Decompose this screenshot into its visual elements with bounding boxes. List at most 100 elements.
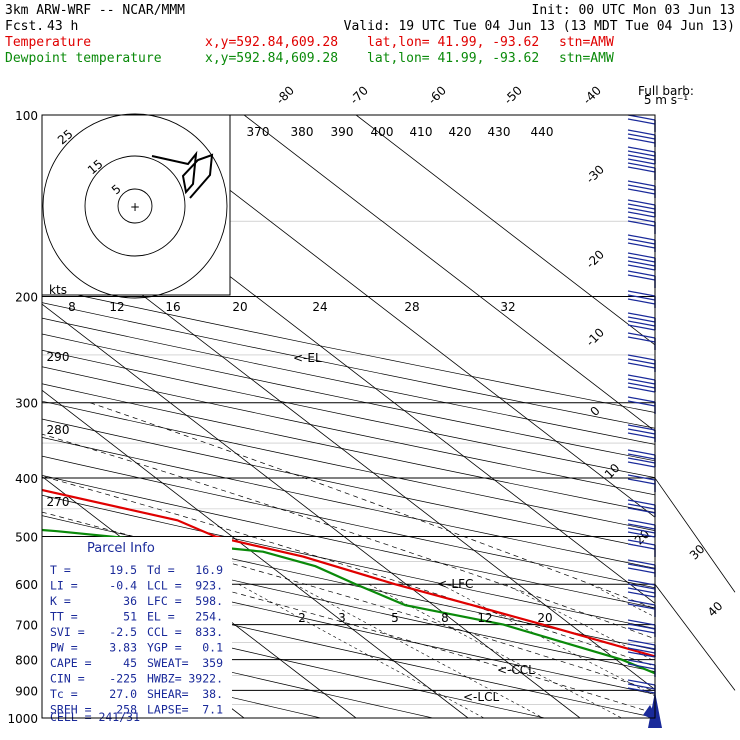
parcel-row-value: 3922. <box>188 672 223 686</box>
temperature-tick-label: -60 <box>425 83 449 107</box>
wind-barb-feather <box>627 474 656 481</box>
wind-barb-feather <box>627 687 656 694</box>
wind-barb-feather <box>627 623 656 630</box>
wind-barb <box>627 579 656 598</box>
wind-barb-feather <box>627 523 656 530</box>
hodograph-trace <box>151 150 214 199</box>
wind-barb <box>627 146 656 165</box>
parcel-row-label: CCL = <box>147 625 182 639</box>
temperature-tick-label: 40 <box>705 599 726 620</box>
dry-adiabat-line <box>42 455 655 589</box>
wind-barb-feather <box>627 499 656 506</box>
wind-barb-feather <box>627 591 656 598</box>
wind-barb-feather <box>627 639 656 646</box>
isotherm-line <box>42 389 469 718</box>
wind-barb-feather <box>627 274 656 281</box>
hodograph-scale-label: 8 <box>68 300 76 314</box>
wind-barb-feather <box>627 531 656 538</box>
dry-adiabat-line <box>42 475 655 609</box>
right-diagonal <box>654 583 736 691</box>
wind-barb-feather <box>627 428 656 435</box>
dewpoint-latlon: lat,lon= 41.99, -93.62 <box>367 51 539 66</box>
hodograph-center-mark: + <box>130 200 140 214</box>
wind-barb-feather <box>627 386 656 393</box>
wind-barb-feather <box>627 543 656 550</box>
wind-barb-feather <box>627 627 656 634</box>
theta-label: 440 <box>531 125 554 139</box>
wind-barb-feather <box>627 162 656 169</box>
wind-barb-feather <box>627 207 656 214</box>
wind-barb-feather <box>627 146 656 153</box>
wind-barb-feather <box>627 133 656 140</box>
wind-barb-feather <box>627 216 656 223</box>
parcel-row-value: 36 <box>123 594 137 608</box>
parcel-row-label: SVI = <box>50 625 85 639</box>
wind-barb-feather <box>627 559 656 566</box>
wind-barb-feather <box>627 651 656 658</box>
theta-label: 390 <box>331 125 354 139</box>
wind-barb-feather <box>627 154 656 161</box>
wind-barb-feather <box>627 118 656 125</box>
wind-barb-feather <box>627 256 656 263</box>
dry-adiabat-line <box>42 333 655 462</box>
wind-barb-feather <box>627 527 656 534</box>
wind-barb <box>627 216 656 234</box>
wind-barb-feather <box>627 643 656 650</box>
wind-barb <box>627 354 656 372</box>
pressure-tick-label: 900 <box>15 684 38 698</box>
hodograph-scale-label: 16 <box>165 300 180 314</box>
pressure-tick-label: 1000 <box>7 712 38 726</box>
temperature-tick-label: 0 <box>588 404 603 419</box>
parcel-row-value: 254. <box>195 610 223 624</box>
fcst-label: Fcst. <box>5 19 44 34</box>
wind-barb-feather <box>627 114 656 121</box>
wind-barb-feather <box>627 382 656 389</box>
hodograph-scale-label: 20 <box>232 300 247 314</box>
isotherm-line <box>131 115 655 518</box>
wind-barb <box>627 199 656 218</box>
wind-barb-feather <box>627 461 656 468</box>
parcel-row-label: EL = <box>147 610 175 624</box>
wind-barb-feather <box>627 378 656 385</box>
dry-adiabat-line <box>42 302 655 429</box>
parcel-row-label: SWEAT= <box>147 656 189 670</box>
hodograph-box <box>41 114 231 296</box>
wind-barb-feather <box>627 199 656 206</box>
temperature-xy: x,y=592.84,609.28 <box>205 35 338 50</box>
parcel-row-value: 45 <box>123 656 137 670</box>
wind-barb-feather <box>627 478 656 485</box>
temperature-tick-label: -10 <box>583 325 607 349</box>
parcel-row-label: T = <box>50 563 71 577</box>
wind-barb-feather <box>627 320 656 327</box>
wind-barb-feather <box>627 579 656 586</box>
wind-barb <box>627 679 656 697</box>
moist-adiabat-line <box>42 542 655 714</box>
wind-barb-feather <box>627 316 656 323</box>
parcel-row-value: -2.5 <box>109 625 137 639</box>
dewpoint-xy: x,y=592.84,609.28 <box>205 51 338 66</box>
wind-barb <box>627 290 656 308</box>
dry-adiabat-line <box>42 515 655 651</box>
wind-barb-feather <box>627 457 656 464</box>
dewpoint-profile-line <box>42 528 655 675</box>
wind-barb <box>627 599 656 617</box>
pressure-tick-label: 800 <box>15 654 38 668</box>
wind-barbs <box>627 114 662 728</box>
parcel-row-value: -0.4 <box>109 579 137 593</box>
dry-adiabat-line <box>42 287 655 413</box>
wind-barb-feather <box>627 158 656 165</box>
parcel-info-panel: Parcel Info T = 19.5 Td = 16.9 LI = -0.4 LCL =… <box>42 537 232 727</box>
wind-barb-feather <box>627 234 656 241</box>
wind-barb-feather <box>627 264 656 271</box>
dry-adiabat-line <box>42 603 545 718</box>
wind-barb <box>627 252 656 271</box>
theta-label: 380 <box>291 125 314 139</box>
temperature-tick-label: -40 <box>580 83 604 107</box>
wind-barb-feather <box>627 400 656 407</box>
parcel-info-title: Parcel Info <box>87 541 155 556</box>
model-title: 3km ARW-WRF -- NCAR/MMM <box>5 3 185 18</box>
parcel-row-value: 833. <box>195 625 223 639</box>
wind-barb-feather <box>627 242 656 249</box>
plot-frame <box>41 114 656 719</box>
